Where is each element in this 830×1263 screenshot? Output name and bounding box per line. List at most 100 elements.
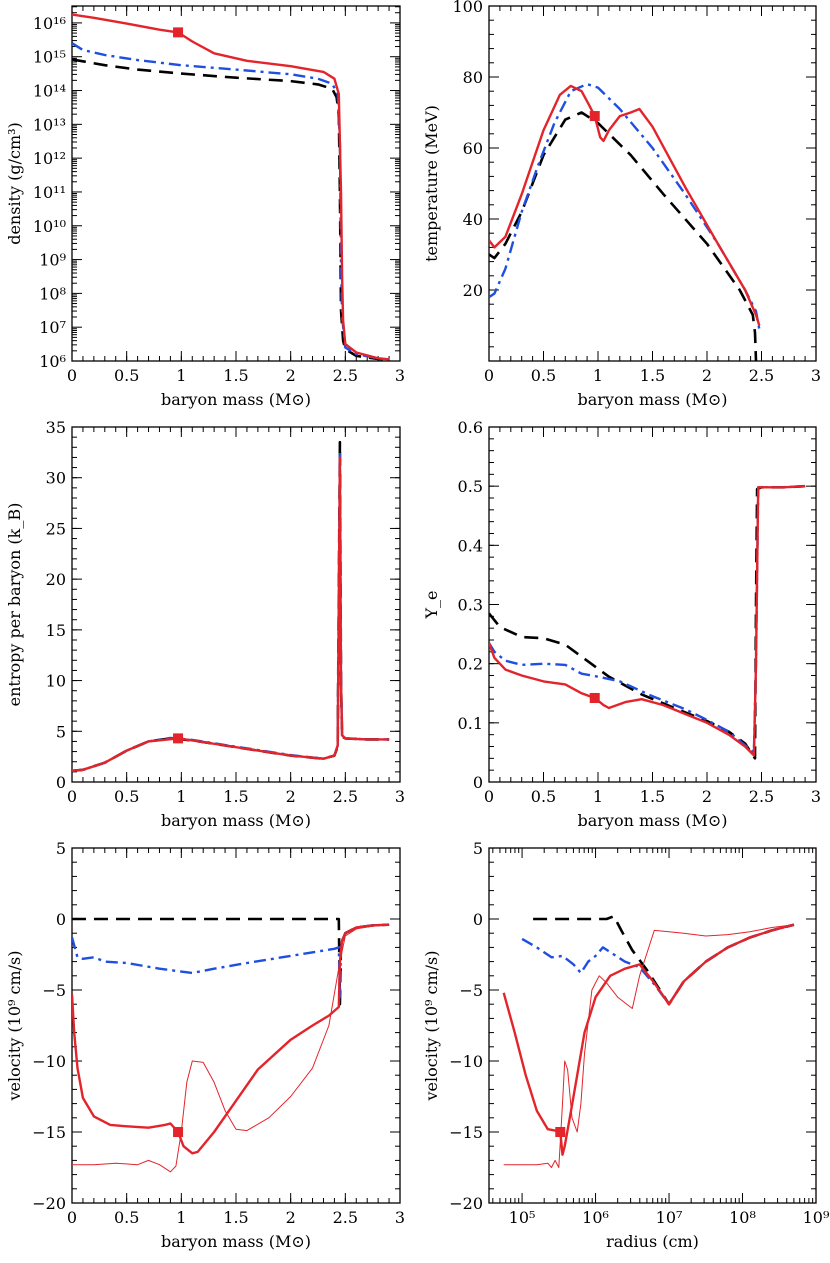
y-tick-label: 5 — [473, 839, 483, 858]
x-tick-label: 10⁸ — [729, 1208, 756, 1227]
panel-p4: 0 0.5 1 1.5 2 2.5 3 0 0.1 0.2 0.3 0.4 0.5 0.6 baryon m… — [422, 418, 821, 830]
x-tick-label: 2 — [286, 787, 296, 806]
x-tick-label: 3 — [395, 787, 405, 806]
square-marker — [589, 111, 600, 122]
y-tick-label: 10¹² — [33, 149, 66, 168]
y-tick-label: 40 — [463, 210, 483, 229]
y-tick-label: −10 — [32, 1052, 66, 1071]
x-tick-label: 3 — [395, 1208, 405, 1227]
square-marker — [173, 733, 184, 744]
x-tick-label: 1.5 — [223, 1208, 248, 1227]
y-tick-label: 10¹¹ — [33, 183, 66, 202]
y-tick-label: 10¹⁰ — [33, 217, 66, 236]
series-blue-dashdot — [489, 82, 761, 330]
x-tick-label: 1.5 — [640, 366, 665, 385]
y-tick-label: 35 — [46, 418, 66, 437]
square-marker — [589, 692, 600, 703]
panel-p1: 0 0.5 1 1.5 2 2.5 3 10⁶ 10⁷ 10⁸ 10⁹ 10¹⁰ 10¹¹ 10¹² 10¹… — [5, 5, 405, 409]
y-axis-label: velocity (10⁹ cm/s) — [422, 951, 441, 1102]
series-red-solid — [72, 923, 390, 1155]
x-tick-label: 2.5 — [333, 787, 358, 806]
x-axis-label: baryon mass (M⊙) — [578, 811, 728, 830]
x-tick-label: 1.5 — [223, 787, 248, 806]
y-axis-label: density (g/cm³) — [5, 122, 24, 245]
square-marker — [173, 1127, 184, 1137]
y-tick-label: 60 — [463, 139, 483, 158]
x-tick-label: 1.5 — [640, 787, 665, 806]
y-tick-label: 5 — [56, 722, 66, 741]
x-tick-label: 0.5 — [114, 787, 139, 806]
x-tick-label: 0 — [484, 366, 494, 385]
x-tick-label: 0.5 — [531, 787, 556, 806]
y-tick-label: 100 — [452, 0, 483, 16]
series-red-solid — [489, 485, 806, 757]
series-blue-dashdot — [72, 42, 390, 361]
y-tick-label: −15 — [449, 1123, 483, 1142]
x-tick-label: 0.5 — [531, 366, 556, 385]
y-tick-label: 10¹⁵ — [33, 48, 66, 67]
y-tick-label: 5 — [56, 839, 66, 858]
y-tick-label: −15 — [32, 1123, 66, 1142]
y-tick-label: −20 — [449, 1194, 483, 1213]
y-tick-label: −5 — [42, 981, 66, 1000]
y-tick-label: 30 — [46, 469, 66, 488]
y-tick-label: 0 — [56, 910, 66, 929]
series-black-dashed — [72, 58, 390, 361]
series-black-dashed — [533, 914, 795, 1006]
x-tick-label: 0 — [67, 787, 77, 806]
x-axis-label: baryon mass (M⊙) — [161, 1232, 311, 1251]
y-tick-label: 10⁶ — [39, 352, 66, 371]
y-tick-label: 0 — [473, 773, 483, 792]
plot-frame — [71, 847, 401, 1204]
y-tick-label: 10⁷ — [39, 318, 66, 337]
x-tick-label: 1 — [176, 787, 186, 806]
y-tick-label: 15 — [46, 621, 66, 640]
minor-ticks — [489, 847, 816, 1204]
x-tick-label: 10⁷ — [656, 1208, 683, 1227]
x-tick-label: 2 — [286, 366, 296, 385]
series-black-dashed — [72, 917, 390, 1006]
panel-p5: 0 0.5 1 1.5 2 2.5 3 −20 −15 −10 −5 0 5 baryon mass (M… — [5, 839, 405, 1251]
y-tick-label: −10 — [449, 1052, 483, 1071]
series-red-thin — [503, 924, 795, 1168]
series-black-dashed — [489, 111, 758, 361]
plot-frame — [71, 426, 401, 783]
x-tick-label: 3 — [811, 366, 821, 385]
y-tick-label: −20 — [32, 1194, 66, 1213]
y-tick-label: 0.4 — [458, 536, 483, 555]
series-red-solid — [72, 13, 390, 361]
y-axis-label: entropy per baryon (k_B) — [5, 503, 24, 707]
panel-p2: 0 0.5 1 1.5 2 2.5 3 20 40 60 80 100 baryon mass (M⊙)… — [422, 0, 821, 409]
minor-ticks — [488, 5, 817, 362]
panel-p6: 10⁵ 10⁶ 10⁷ 10⁸ 10⁹ −20 −15 −10 −5 0 5 radius (cm) v… — [422, 839, 830, 1251]
y-tick-label: 10¹⁴ — [33, 82, 66, 101]
x-tick-label: 0 — [484, 787, 494, 806]
y-tick-label: 0 — [473, 910, 483, 929]
minor-ticks — [71, 847, 401, 1204]
y-tick-label: 0.5 — [458, 477, 483, 496]
series-red-solid — [489, 84, 761, 326]
plot-frame — [488, 426, 817, 783]
series-red-thin — [72, 924, 390, 1173]
y-tick-label: 0.6 — [458, 418, 483, 437]
y-tick-label: 25 — [46, 519, 66, 538]
minor-ticks — [71, 426, 401, 783]
x-tick-label: 2.5 — [749, 366, 774, 385]
x-tick-label: 1 — [593, 787, 603, 806]
x-tick-label: 0.5 — [114, 1208, 139, 1227]
y-tick-label: 0.1 — [458, 714, 483, 733]
y-tick-label: 0.3 — [458, 596, 483, 615]
x-tick-label: 2.5 — [333, 1208, 358, 1227]
x-tick-label: 1 — [176, 366, 186, 385]
y-tick-label: 10¹⁶ — [33, 14, 66, 33]
plot-frame — [488, 847, 817, 1204]
y-tick-label: 20 — [463, 281, 483, 300]
plot-frame — [488, 5, 817, 362]
y-tick-label: 80 — [463, 68, 483, 87]
y-tick-label: 0.2 — [458, 655, 483, 674]
y-tick-label: 10⁸ — [39, 284, 66, 303]
x-tick-label: 0 — [67, 1208, 77, 1227]
x-axis-label: radius (cm) — [606, 1232, 699, 1251]
